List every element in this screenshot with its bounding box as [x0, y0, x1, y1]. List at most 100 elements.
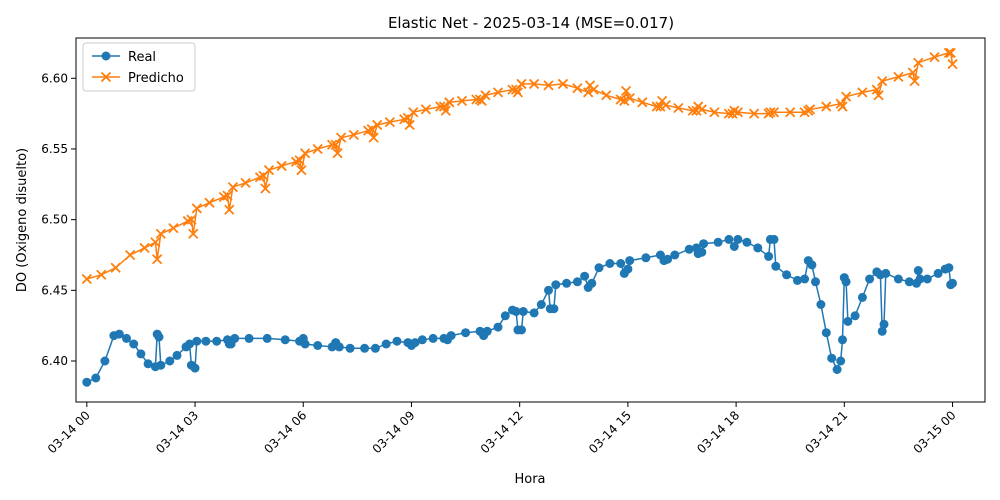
point-real-98: [792, 275, 802, 285]
point-predicho-21: [260, 183, 271, 194]
point-predicho-93: [821, 101, 832, 112]
point-predicho-70: [637, 97, 648, 108]
point-real-21: [212, 336, 222, 346]
point-real-11: [154, 332, 164, 342]
point-predicho-64: [588, 84, 599, 95]
point-predicho-99: [873, 90, 884, 101]
point-real-8: [143, 359, 153, 369]
point-predicho-31: [332, 148, 343, 159]
point-predicho-85: [749, 108, 760, 119]
point-predicho-8: [168, 222, 179, 234]
point-real-73: [616, 259, 626, 268]
point-real-103: [816, 300, 826, 309]
point-predicho-5: [150, 237, 161, 248]
y-tick-label-4: 6.60: [41, 71, 68, 85]
plot-marks: [81, 47, 958, 387]
y-tick-label-3: 6.55: [41, 142, 68, 156]
point-real-75: [623, 264, 633, 274]
point-predicho-18: [240, 177, 251, 189]
point-real-128: [944, 263, 954, 273]
point-real-25: [230, 333, 240, 343]
point-predicho-7: [155, 228, 166, 239]
point-real-26: [244, 333, 254, 343]
series-markers-predicho: [81, 47, 958, 285]
legend-pred-label: Predicho: [128, 71, 184, 86]
point-predicho-33: [348, 129, 359, 140]
point-predicho-61: [572, 83, 583, 94]
point-real-102: [811, 277, 820, 287]
point-real-37: [360, 343, 370, 353]
point-predicho-80: [709, 107, 720, 118]
point-predicho-96: [840, 91, 852, 102]
point-real-32: [313, 341, 323, 350]
point-predicho-106: [943, 47, 955, 58]
y-tick-label-0: 6.40: [41, 354, 68, 368]
point-real-5: [122, 333, 131, 343]
y-axis-label: DO (Oxigeno disuelto): [15, 148, 30, 292]
point-real-97: [782, 270, 792, 280]
legend-real-marker: [101, 51, 111, 61]
point-real-80: [663, 254, 673, 264]
point-real-7: [136, 349, 146, 359]
point-predicho-10: [186, 214, 197, 225]
point-predicho-56: [512, 87, 524, 98]
point-real-101: [807, 260, 817, 270]
point-predicho-65: [601, 90, 612, 101]
point-real-70: [587, 278, 597, 288]
point-predicho-98: [871, 84, 882, 95]
point-real-130: [948, 278, 957, 288]
point-real-35: [334, 342, 344, 352]
point-real-87: [713, 237, 723, 247]
point-real-68: [580, 271, 590, 281]
point-predicho-1: [96, 269, 107, 280]
point-real-14: [172, 350, 182, 360]
point-predicho-104: [913, 57, 924, 68]
point-predicho-46: [440, 105, 451, 116]
point-real-95: [769, 234, 779, 244]
point-real-110: [841, 277, 851, 287]
point-predicho-41: [404, 119, 415, 131]
series-markers-real: [82, 234, 957, 387]
point-real-81: [670, 250, 680, 260]
point-real-56: [511, 307, 521, 316]
point-predicho-17: [227, 181, 239, 193]
point-real-66: [562, 278, 572, 288]
point-predicho-108: [947, 59, 958, 70]
point-predicho-47: [444, 97, 455, 108]
point-real-38: [370, 343, 380, 353]
point-predicho-67: [619, 95, 630, 107]
point-real-16: [185, 339, 195, 349]
point-real-18: [190, 363, 200, 373]
point-real-39: [381, 339, 391, 349]
point-predicho-16: [224, 204, 235, 215]
legend-real-label: Real: [128, 50, 156, 65]
point-predicho-15: [222, 190, 233, 201]
point-real-43: [410, 338, 420, 348]
point-real-108: [838, 335, 847, 345]
legend-pred-marker: [100, 71, 112, 83]
point-real-105: [827, 353, 837, 363]
point-predicho-30: [330, 139, 341, 150]
point-real-77: [641, 253, 651, 263]
point-predicho-92: [804, 104, 816, 115]
point-predicho-88: [768, 107, 780, 118]
point-real-12: [156, 360, 166, 370]
point-real-52: [482, 326, 492, 336]
point-real-119: [881, 268, 891, 278]
point-predicho-107: [945, 47, 956, 58]
point-real-36: [345, 343, 355, 353]
point-predicho-59: [543, 80, 554, 91]
point-real-44: [417, 335, 427, 345]
point-real-48: [446, 331, 456, 341]
point-real-91: [742, 237, 752, 247]
point-real-117: [877, 326, 887, 336]
point-predicho-25: [294, 155, 305, 166]
point-real-86: [699, 239, 709, 249]
point-real-28: [280, 335, 290, 345]
y-tick-label-2: 6.50: [41, 213, 68, 227]
x-axis-label: Hora: [514, 472, 545, 487]
point-real-27: [262, 333, 272, 343]
point-predicho-87: [765, 107, 776, 118]
point-real-120: [893, 274, 903, 284]
point-real-76: [625, 256, 635, 266]
